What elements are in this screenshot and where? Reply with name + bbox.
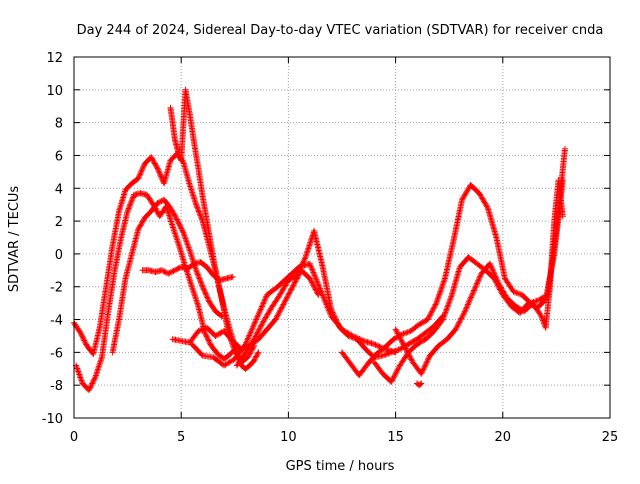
series-track-4 [139, 259, 236, 284]
y-tick-label: -10 [42, 412, 63, 427]
series-markers [139, 259, 236, 284]
series-markers [109, 196, 225, 356]
y-tick-label: -2 [50, 281, 63, 296]
series-track-11 [392, 177, 566, 377]
series-markers [392, 177, 566, 377]
x-tick-label: 15 [387, 430, 404, 445]
series-track-3 [109, 196, 225, 356]
series-markers [167, 86, 262, 372]
x-tick-label: 5 [177, 430, 185, 445]
series-track-5 [167, 86, 262, 372]
y-tick-label: -8 [50, 379, 63, 394]
plot-frame [73, 56, 611, 419]
y-tick-label: 10 [46, 84, 63, 99]
y-tick-label: 12 [46, 51, 63, 66]
y-tick-label: 4 [55, 182, 63, 197]
y-tick-label: -6 [50, 346, 63, 361]
data-points [71, 86, 568, 394]
y-tick-label: 6 [55, 149, 63, 164]
series-track-12 [414, 380, 425, 389]
x-tick-label: 10 [280, 430, 297, 445]
axis-ticks: 0 5 10 15 20 25 -10 -8 -6 -4 -2 0 2 4 6 8 10 12 [42, 51, 619, 445]
y-tick-label: -4 [50, 314, 63, 329]
y-tick-label: 0 [55, 248, 63, 263]
y-axis-label: SDTVAR / TECUs [7, 186, 22, 293]
y-tick-label: 8 [55, 117, 63, 132]
x-axis-label: GPS time / hours [286, 459, 395, 474]
x-tick-label: 20 [495, 430, 512, 445]
x-tick-label: 0 [70, 430, 78, 445]
chart-title: Day 244 of 2024, Sidereal Day-to-day VTE… [77, 23, 604, 38]
y-tick-label: 2 [55, 215, 63, 230]
series-markers [414, 380, 425, 389]
x-tick-label: 25 [602, 430, 619, 445]
